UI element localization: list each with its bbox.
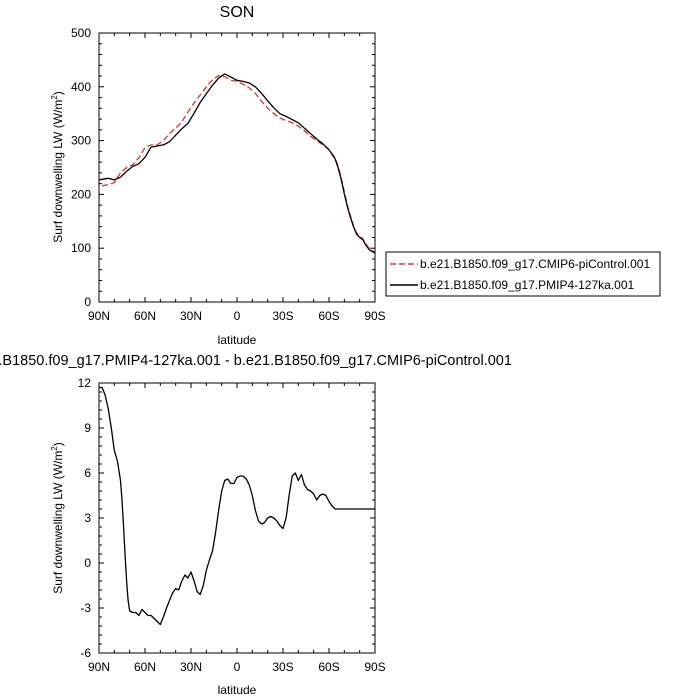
top-y-tick-label: 500: [71, 26, 91, 40]
legend: b.e21.B1850.f09_g17.CMIP6-piControl.001 …: [385, 251, 661, 297]
bottom-chart-marks: [99, 386, 375, 626]
top-y-tick-label: 0: [84, 295, 91, 309]
top-y-tick-label: 200: [71, 187, 91, 201]
bottom-y-tick-label: 9: [84, 421, 91, 435]
legend-label-127ka: b.e21.B1850.f09_g17.PMIP4-127ka.001: [420, 278, 634, 292]
top-y-axis-label: Surf downwelling LW (W/m2): [50, 91, 65, 243]
bottom-y-tick-label: 6: [84, 466, 91, 480]
top-plot-frame: [98, 32, 376, 303]
mean-field-panel: SON 0 100 200 300 400 500 90N 60N 30N 0 30S 60S 90S…: [50, 4, 661, 347]
top-y-tick-label: 300: [71, 134, 91, 148]
bottom-chart-title: b.e21.B1850.f09_g17.PMIP4-127ka.001 - b.…: [0, 353, 512, 369]
top-chart-title: SON: [220, 4, 255, 21]
bottom-y-axis-ticks: -6 -3 0 3 6 9 12: [78, 376, 375, 660]
legend-label-piControl: b.e21.B1850.f09_g17.CMIP6-piControl.001: [420, 257, 650, 271]
top-chart-marks: [98, 73, 376, 254]
bottom-y-tick-label: -3: [80, 601, 91, 615]
bottom-y-tick-label: -6: [80, 646, 91, 660]
top-y-tick-label: 100: [71, 241, 91, 255]
top-series-line-0: [101, 74, 376, 254]
top-x-axis-label: latitude: [218, 333, 257, 347]
top-series-line-1: [98, 73, 376, 254]
bottom-y-tick-label: 3: [84, 511, 91, 525]
bottom-series-line-0: [99, 386, 375, 626]
top-x-tick-label: 30S: [272, 309, 293, 323]
legend-box: [385, 251, 661, 297]
bottom-y-axis-label: Surf downwelling LW (W/m2): [50, 442, 65, 594]
bottom-x-tick-label: 90N: [88, 660, 110, 674]
top-x-tick-label: 30N: [180, 309, 202, 323]
bottom-x-tick-label: 60S: [318, 660, 339, 674]
top-x-tick-label: 0: [234, 309, 241, 323]
top-y-axis-ticks: 0 100 200 300 400 500: [71, 26, 375, 309]
top-x-axis-ticks: 90N 60N 30N 0 30S 60S 90S: [88, 33, 386, 323]
bottom-x-axis-label: latitude: [218, 683, 257, 697]
bottom-x-axis-ticks: 90N 60N 30N 0 30S 60S 90S: [88, 383, 386, 674]
bottom-x-tick-label: 90S: [364, 660, 385, 674]
bottom-x-tick-label: 30S: [272, 660, 293, 674]
difference-panel: b.e21.B1850.f09_g17.PMIP4-127ka.001 - b.…: [0, 353, 512, 697]
bottom-x-tick-label: 0: [234, 660, 241, 674]
bottom-x-tick-label: 60N: [134, 660, 156, 674]
top-x-tick-label: 90S: [364, 309, 385, 323]
top-x-tick-label: 60S: [318, 309, 339, 323]
bottom-y-tick-label: 0: [84, 556, 91, 570]
top-x-tick-label: 60N: [134, 309, 156, 323]
bottom-y-tick-label: 12: [78, 376, 92, 390]
top-y-tick-label: 400: [71, 80, 91, 94]
top-x-tick-label: 90N: [88, 309, 110, 323]
bottom-x-tick-label: 30N: [180, 660, 202, 674]
